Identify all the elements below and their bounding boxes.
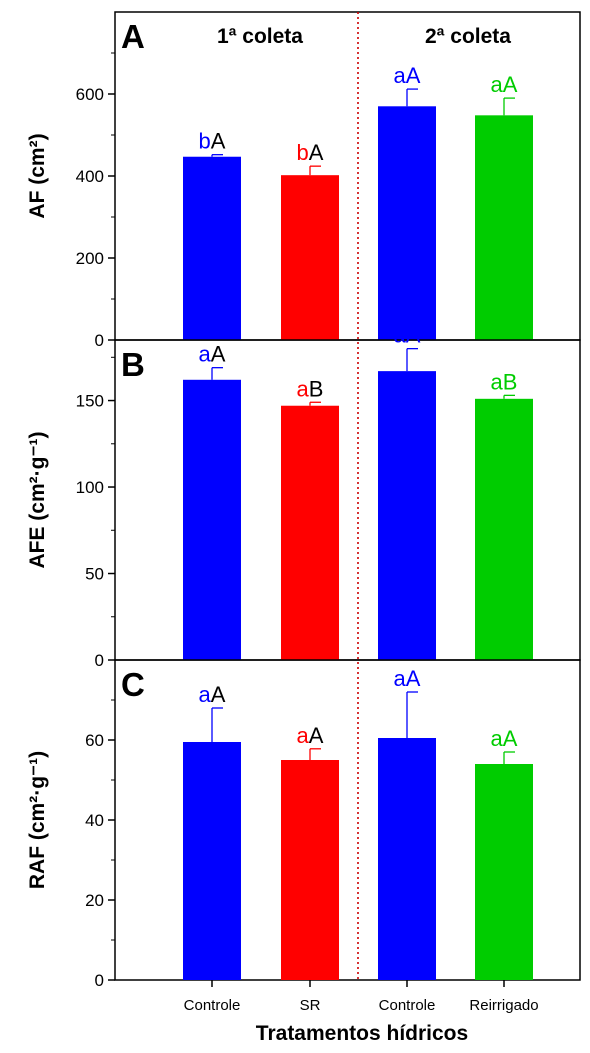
sig-upper-B-1: B bbox=[309, 376, 324, 401]
category-label-0: Controle bbox=[184, 997, 241, 1014]
sig-upper-A-1: A bbox=[309, 140, 324, 165]
sig-lower-B-2: a bbox=[394, 323, 407, 348]
y-tick-label-B-2: 100 bbox=[76, 478, 104, 497]
bar-C-1 bbox=[281, 760, 339, 980]
sig-lower-B-0: a bbox=[199, 342, 212, 367]
panel-letter-A: A bbox=[121, 18, 145, 55]
category-labels: Controle SR Controle Reirrigado bbox=[184, 980, 539, 1014]
sig-lower-C-1: a bbox=[297, 723, 310, 748]
y-tick-label-C-0: 0 bbox=[95, 971, 104, 990]
panel-letter-B: B bbox=[121, 346, 145, 383]
y-tick-label-B-1: 50 bbox=[85, 565, 104, 584]
group-label-2: 2ª coleta bbox=[425, 25, 511, 48]
sig-lower-B-3: a bbox=[491, 369, 504, 394]
sig-letters-A-2: aA bbox=[394, 63, 421, 88]
sig-letters-B-1: aB bbox=[297, 376, 324, 401]
sig-letters-C-3: aA bbox=[491, 726, 518, 751]
y-tick-label-A-1: 200 bbox=[76, 249, 104, 268]
sig-upper-B-2: A bbox=[406, 323, 421, 348]
bar-A-1 bbox=[281, 175, 339, 340]
panel-letter-C: C bbox=[121, 666, 145, 703]
bar-B-3 bbox=[475, 398, 533, 660]
sig-letters-B-0: aA bbox=[199, 342, 226, 367]
sig-lower-A-1: b bbox=[297, 140, 309, 165]
sig-lower-C-0: a bbox=[199, 682, 212, 707]
sig-lower-A-0: b bbox=[199, 129, 211, 154]
category-label-1: SR bbox=[300, 997, 321, 1014]
sig-upper-C-0: A bbox=[211, 682, 226, 707]
y-axis-label-A: AF (cm²) bbox=[26, 133, 49, 218]
sig-upper-B-0: A bbox=[211, 342, 226, 367]
sig-upper-A-0: A bbox=[211, 129, 226, 154]
sig-upper-B-3: B bbox=[503, 369, 518, 394]
y-tick-label-C-2: 40 bbox=[85, 811, 104, 830]
sig-letters-A-1: bA bbox=[297, 140, 324, 165]
bar-B-2 bbox=[378, 371, 436, 660]
y-tick-label-A-3: 600 bbox=[76, 85, 104, 104]
sig-letters-C-0: aA bbox=[199, 682, 226, 707]
sig-letters-C-2: aA bbox=[394, 666, 421, 691]
sig-letters-C-1: aA bbox=[297, 723, 324, 748]
bar-C-3 bbox=[475, 764, 533, 980]
y-axis-label-B: AFE (cm²·g⁻¹) bbox=[26, 431, 49, 568]
bar-A-3 bbox=[475, 115, 533, 340]
bar-C-2 bbox=[378, 738, 436, 980]
sig-upper-C-1: A bbox=[309, 723, 324, 748]
sig-letters-B-2: aA bbox=[394, 323, 421, 348]
bar-A-2 bbox=[378, 106, 436, 340]
y-tick-label-B-3: 150 bbox=[76, 392, 104, 411]
sig-upper-C-2: A bbox=[406, 666, 421, 691]
sig-letters-B-3: aB bbox=[491, 369, 518, 394]
group-label-1: 1ª coleta bbox=[217, 25, 303, 48]
category-label-3: Reirrigado bbox=[469, 997, 538, 1014]
y-tick-label-A-2: 400 bbox=[76, 167, 104, 186]
sig-letters-A-3: aA bbox=[491, 72, 518, 97]
sig-letters-A-0: bA bbox=[199, 129, 226, 154]
bar-B-1 bbox=[281, 405, 339, 660]
bar-C-0 bbox=[183, 742, 241, 980]
sig-lower-A-2: a bbox=[394, 63, 407, 88]
bar-B-0 bbox=[183, 379, 241, 660]
y-axis-label-C: RAF (cm²·g⁻¹) bbox=[26, 751, 49, 889]
category-label-2: Controle bbox=[379, 997, 436, 1014]
sig-lower-B-1: a bbox=[297, 376, 310, 401]
sig-lower-C-2: a bbox=[394, 666, 407, 691]
sig-upper-C-3: A bbox=[503, 726, 518, 751]
sig-upper-A-3: A bbox=[503, 72, 518, 97]
y-tick-label-C-3: 60 bbox=[85, 731, 104, 750]
bar-A-0 bbox=[183, 156, 241, 340]
y-tick-label-A-0: 0 bbox=[95, 331, 104, 350]
sig-lower-A-3: a bbox=[491, 72, 504, 97]
y-tick-label-B-0: 0 bbox=[95, 651, 104, 670]
sig-lower-C-3: a bbox=[491, 726, 504, 751]
y-tick-label-C-1: 20 bbox=[85, 891, 104, 910]
sig-upper-A-2: A bbox=[406, 63, 421, 88]
x-axis-label: Tratamentos hídricos bbox=[256, 1022, 468, 1045]
